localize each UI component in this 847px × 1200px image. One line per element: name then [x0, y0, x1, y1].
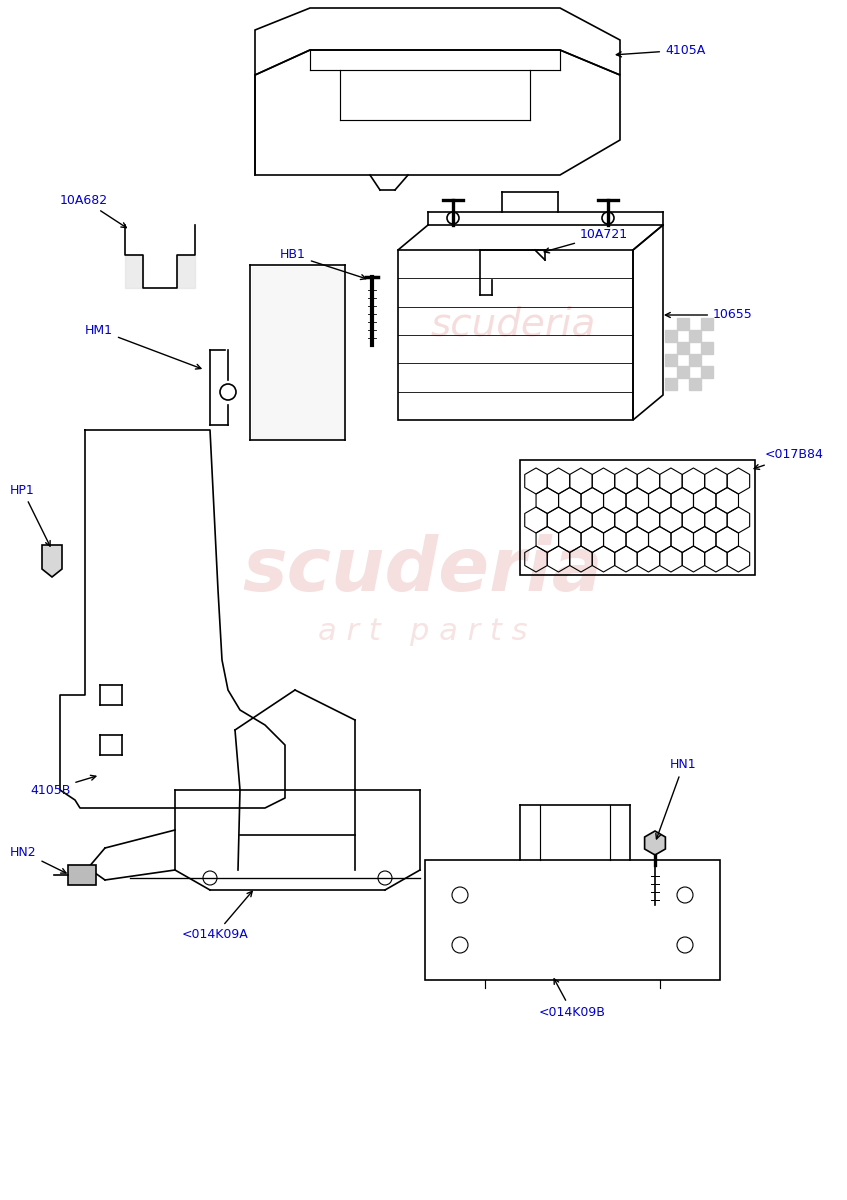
Polygon shape — [177, 254, 195, 288]
Text: a r t   p a r t s: a r t p a r t s — [318, 618, 528, 647]
Text: 10655: 10655 — [666, 308, 753, 322]
Text: HP1: HP1 — [10, 484, 50, 546]
Text: 10A721: 10A721 — [544, 228, 628, 253]
Bar — [677, 318, 689, 330]
Polygon shape — [42, 545, 62, 577]
Text: HN1: HN1 — [656, 758, 696, 839]
Text: HM1: HM1 — [85, 324, 201, 370]
Polygon shape — [68, 865, 96, 886]
Text: 10A682: 10A682 — [60, 193, 126, 228]
Text: <017B84: <017B84 — [754, 449, 824, 469]
Text: scuderia: scuderia — [243, 534, 603, 606]
Bar — [701, 342, 713, 354]
Text: 4105B: 4105B — [30, 775, 96, 797]
Bar — [689, 330, 701, 342]
Text: HN2: HN2 — [10, 846, 66, 874]
Bar — [665, 378, 677, 390]
Bar — [701, 366, 713, 378]
Text: HB1: HB1 — [280, 248, 366, 280]
Bar — [689, 378, 701, 390]
Polygon shape — [645, 830, 666, 854]
Bar — [677, 342, 689, 354]
Bar — [701, 318, 713, 330]
Bar — [665, 330, 677, 342]
Text: <014K09B: <014K09B — [539, 979, 606, 1019]
Bar — [665, 354, 677, 366]
Polygon shape — [252, 266, 343, 438]
Bar — [689, 354, 701, 366]
Text: scuderia: scuderia — [430, 306, 595, 344]
Text: 4105A: 4105A — [617, 43, 706, 56]
Bar — [677, 366, 689, 378]
Polygon shape — [125, 254, 143, 288]
Text: <014K09A: <014K09A — [181, 892, 252, 942]
